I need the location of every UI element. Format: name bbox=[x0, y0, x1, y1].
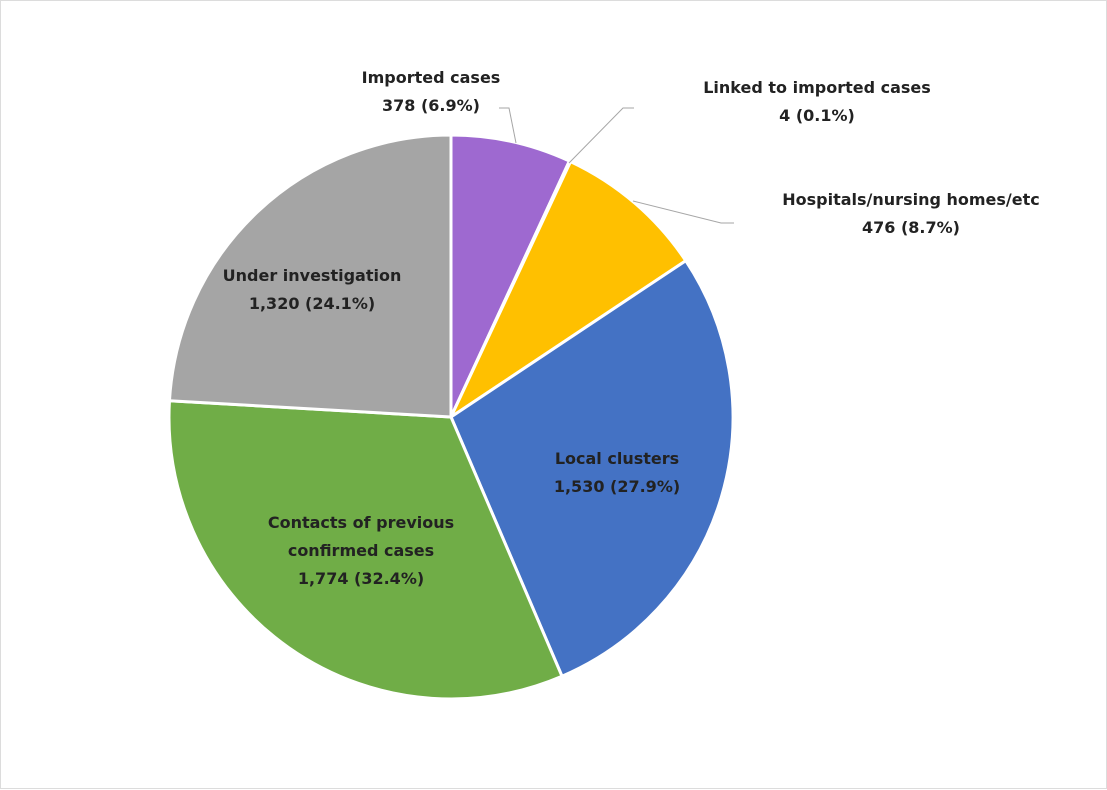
pie-slice-hospitals-nursing-homes-etc bbox=[449, 160, 688, 419]
pie-slice-imported-cases bbox=[449, 133, 571, 419]
pie-slices bbox=[167, 133, 735, 701]
leader-lines bbox=[499, 107, 734, 224]
pie-slice-under-investigation bbox=[167, 133, 453, 419]
data-label-category: Contacts of previous bbox=[268, 513, 454, 532]
data-label-category: confirmed cases bbox=[288, 541, 434, 560]
data-label-value: 1,320 (24.1%) bbox=[249, 294, 375, 313]
data-label-category: Imported cases bbox=[362, 68, 501, 87]
pie-slice-contacts-of-previous-confirmed-cases bbox=[167, 399, 564, 701]
data-label-value: 476 (8.7%) bbox=[862, 218, 960, 237]
data-label-category: Hospitals/nursing homes/etc bbox=[782, 190, 1040, 209]
data-label: Linked to imported cases 4 (0.1%) bbox=[703, 78, 931, 125]
data-label: Imported cases 378 (6.9%) bbox=[362, 68, 501, 115]
data-label: Local clusters 1,530 (27.9%) bbox=[554, 449, 680, 496]
data-label-category: Local clusters bbox=[555, 449, 679, 468]
data-labels: Imported cases 378 (6.9%) Linked to import… bbox=[223, 68, 1040, 588]
data-label-value: 1,530 (27.9%) bbox=[554, 477, 680, 496]
data-label-value: 1,774 (32.4%) bbox=[298, 569, 424, 588]
data-label-category: Linked to imported cases bbox=[703, 78, 931, 97]
data-label-value: 4 (0.1%) bbox=[779, 106, 855, 125]
leader-line bbox=[499, 107, 517, 144]
leader-line bbox=[568, 107, 634, 164]
data-label-category: Under investigation bbox=[223, 266, 402, 285]
data-label: Hospitals/nursing homes/etc 476 (8.7%) bbox=[782, 190, 1040, 237]
data-label-value: 378 (6.9%) bbox=[382, 96, 480, 115]
data-label: Under investigation 1,320 (24.1%) bbox=[223, 266, 402, 313]
data-label: Contacts of previous confirmed cases 1,774… bbox=[268, 513, 454, 588]
leader-line bbox=[632, 200, 734, 224]
pie-slice-local-clusters bbox=[449, 259, 735, 678]
